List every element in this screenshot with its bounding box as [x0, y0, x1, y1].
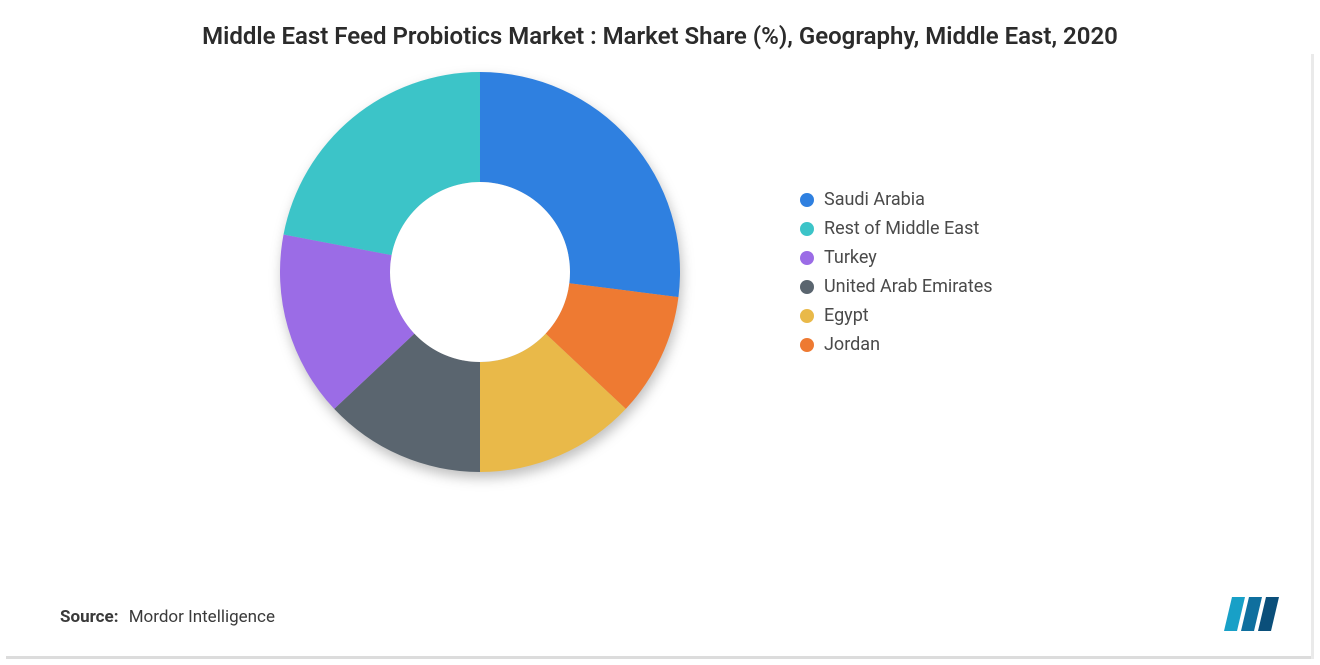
legend-swatch	[800, 193, 814, 207]
donut-svg	[270, 62, 690, 482]
source-line: Source: Mordor Intelligence	[60, 607, 275, 627]
legend-label: Jordan	[824, 334, 880, 355]
legend-label: Rest of Middle East	[824, 218, 979, 239]
legend-swatch	[800, 338, 814, 352]
logo-bar	[1224, 597, 1245, 631]
legend-swatch	[800, 309, 814, 323]
right-frame-border	[1311, 54, 1314, 659]
legend-swatch	[800, 222, 814, 236]
chart-legend: Saudi Arabia Rest of Middle East Turkey Uni…	[800, 189, 1050, 355]
donut-chart	[270, 62, 690, 482]
chart-body: Saudi Arabia Rest of Middle East Turkey Uni…	[50, 62, 1270, 482]
legend-label: Turkey	[824, 247, 877, 268]
legend-label: Egypt	[824, 305, 869, 326]
legend-item: Turkey	[800, 247, 1050, 268]
legend-swatch	[800, 280, 814, 294]
logo-bar	[1241, 597, 1262, 631]
legend-label: Saudi Arabia	[824, 189, 925, 210]
logo-svg	[1224, 595, 1280, 635]
legend-swatch	[800, 251, 814, 265]
chart-container: Middle East Feed Probiotics Market : Mar…	[0, 0, 1320, 665]
legend-item: Jordan	[800, 334, 1050, 355]
legend-item: Egypt	[800, 305, 1050, 326]
legend-label: United Arab Emirates	[824, 276, 993, 297]
logo-bar	[1258, 597, 1279, 631]
chart-title: Middle East Feed Probiotics Market : Mar…	[160, 20, 1160, 52]
source-label: Source:	[60, 607, 118, 627]
legend-item: Rest of Middle East	[800, 218, 1050, 239]
legend-item: United Arab Emirates	[800, 276, 1050, 297]
bottom-frame-border	[6, 656, 1314, 659]
donut-hole	[390, 182, 570, 362]
source-text: Mordor Intelligence	[129, 607, 275, 627]
legend-item: Saudi Arabia	[800, 189, 1050, 210]
mordor-logo-icon	[1224, 595, 1280, 635]
